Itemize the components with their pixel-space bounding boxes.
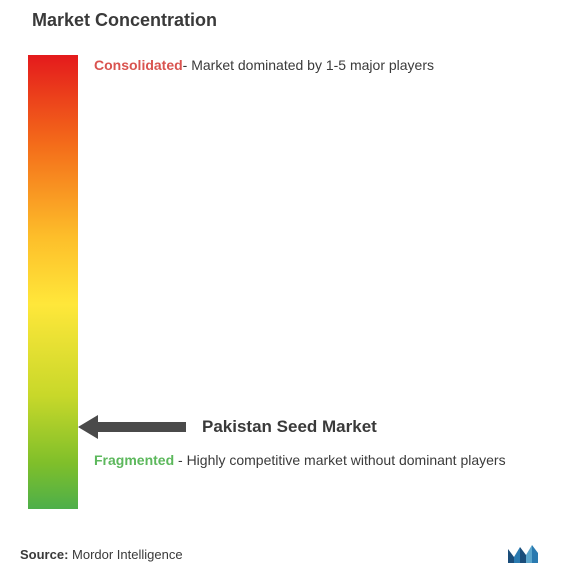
arrow-left-icon [78, 413, 186, 441]
footer: Source: Mordor Intelligence [20, 543, 544, 565]
consolidated-desc: - Market dominated by 1-5 major players [183, 57, 434, 73]
source-label: Source: [20, 547, 68, 562]
fragmented-label: Fragmented [94, 452, 174, 468]
market-pointer-row: Pakistan Seed Market [78, 413, 544, 441]
fragmented-label-row: Fragmented - Highly competitive market w… [94, 449, 526, 471]
source-line: Source: Mordor Intelligence [20, 547, 183, 562]
concentration-chart: Consolidated- Market dominated by 1-5 ma… [20, 55, 544, 509]
brand-logo-icon [506, 543, 544, 565]
market-name-label: Pakistan Seed Market [202, 417, 377, 437]
consolidated-label: Consolidated [94, 57, 183, 73]
labels-area: Consolidated- Market dominated by 1-5 ma… [78, 55, 544, 509]
gradient-scale-bar [28, 55, 78, 509]
fragmented-desc: - Highly competitive market without domi… [174, 452, 505, 468]
consolidated-label-row: Consolidated- Market dominated by 1-5 ma… [94, 55, 434, 76]
page-title: Market Concentration [32, 10, 544, 31]
source-value: Mordor Intelligence [68, 547, 182, 562]
